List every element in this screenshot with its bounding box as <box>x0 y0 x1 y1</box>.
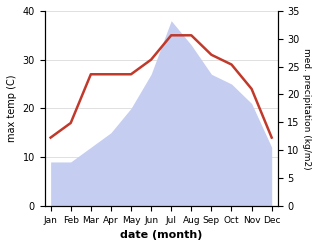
Y-axis label: med. precipitation (kg/m2): med. precipitation (kg/m2) <box>302 48 311 169</box>
X-axis label: date (month): date (month) <box>120 230 202 240</box>
Y-axis label: max temp (C): max temp (C) <box>7 75 17 142</box>
